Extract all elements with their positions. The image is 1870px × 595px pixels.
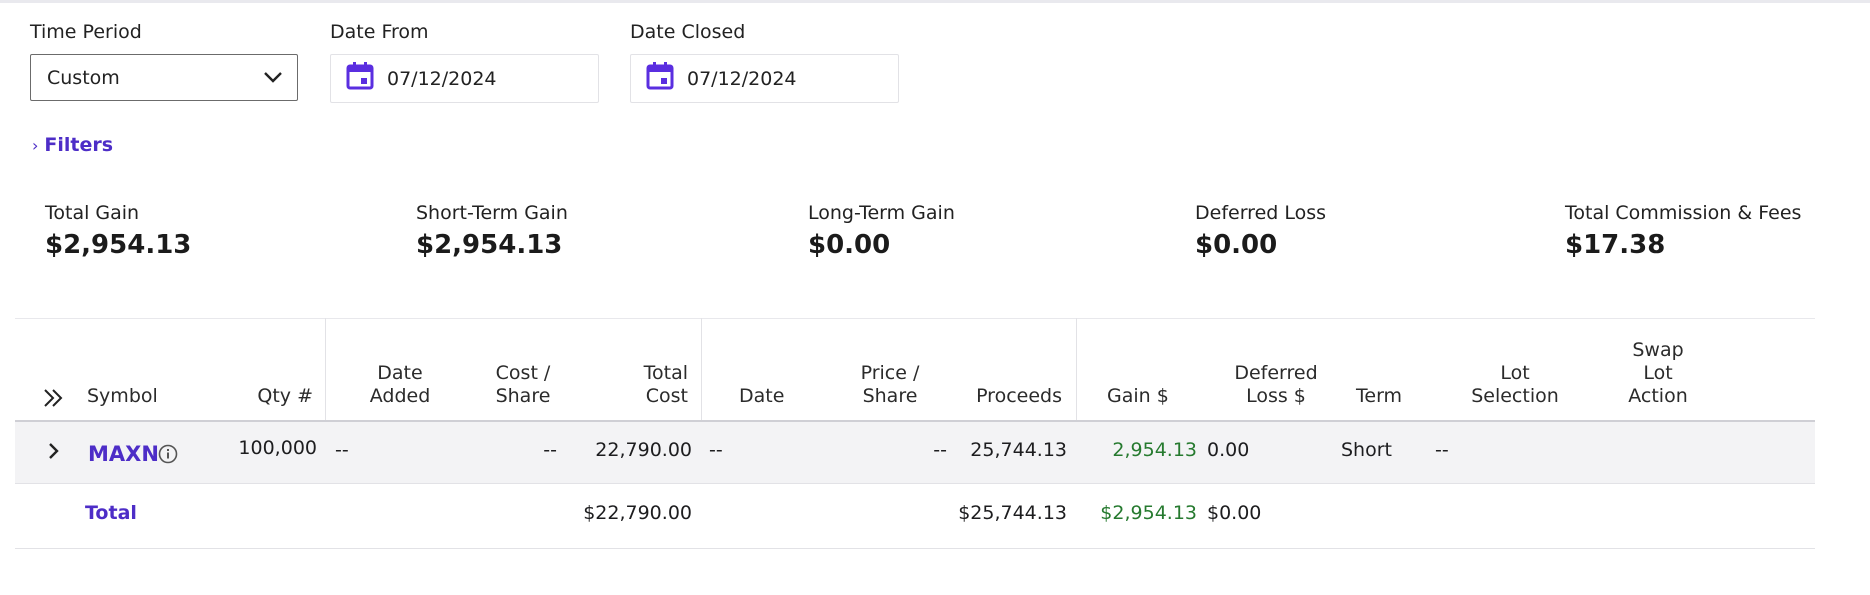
table-top-border <box>15 318 1815 319</box>
proceeds-total: $25,744.13 <box>958 502 1067 524</box>
column-group-divider <box>701 318 702 421</box>
chevron-right-icon: › <box>32 135 39 155</box>
date-closed-value: 07/12/2024 <box>687 67 797 90</box>
date-from-field[interactable]: 07/12/2024 <box>330 54 599 103</box>
chevron-down-icon <box>263 67 283 89</box>
header-line: Action <box>1628 385 1688 407</box>
filters-toggle[interactable]: › Filters <box>32 134 113 156</box>
qty-cell: 100,000 <box>238 437 317 459</box>
summary-value: $2,954.13 <box>416 230 563 260</box>
summary-value: $2,954.13 <box>45 230 192 260</box>
summary-title: Deferred Loss <box>1195 202 1327 224</box>
header-line: Share <box>862 385 918 407</box>
summary-value: $0.00 <box>808 230 891 260</box>
column-group-divider <box>1076 318 1077 421</box>
summary-long-term-gain: Long-Term Gain $0.00 <box>808 202 955 260</box>
header-line: Lot <box>1500 362 1530 384</box>
date-closed-field[interactable]: 07/12/2024 <box>630 54 899 103</box>
summary-title: Short-Term Gain <box>416 202 568 224</box>
time-period-select[interactable]: Custom <box>30 54 298 101</box>
gain-total: $2,954.13 <box>1100 502 1197 524</box>
date-closed-label: Date Closed <box>630 21 746 43</box>
date-from-label: Date From <box>330 21 429 43</box>
info-icon[interactable] <box>157 443 179 469</box>
header-line: Added <box>369 385 431 407</box>
calendar-icon[interactable] <box>345 61 387 96</box>
summary-value: $17.38 <box>1565 230 1666 260</box>
header-symbol[interactable]: Symbol <box>87 385 158 407</box>
table-row[interactable]: MAXN 100,000 -- -- 22,790.00 -- -- 25,74… <box>15 422 1815 484</box>
price-share-cell: -- <box>933 439 947 461</box>
summary-title: Total Gain <box>45 202 140 224</box>
header-line: Cost / <box>495 362 551 384</box>
header-lot-selection[interactable]: Lot Selection <box>1450 362 1580 408</box>
header-bottom-border <box>15 420 1815 422</box>
header-line: Total <box>643 362 688 384</box>
term-cell: Short <box>1341 439 1392 461</box>
header-line: Cost <box>645 385 688 407</box>
header-date[interactable]: Date <box>739 385 785 407</box>
total-label: Total <box>85 502 137 524</box>
header-qty[interactable]: Qty # <box>257 385 313 407</box>
time-period-label: Time Period <box>30 21 142 43</box>
header-line: Date <box>377 362 423 384</box>
header-line: Lot <box>1643 362 1673 384</box>
summary-title: Long-Term Gain <box>808 202 955 224</box>
header-swap-lot-action[interactable]: Swap Lot Action <box>1593 339 1723 408</box>
deferred-loss-total: $0.00 <box>1207 502 1262 524</box>
summary-total-gain: Total Gain $2,954.13 <box>45 202 191 260</box>
date-added-cell: -- <box>335 439 349 461</box>
total-cost-total: $22,790.00 <box>583 502 692 524</box>
header-gain[interactable]: Gain $ <box>1107 385 1169 407</box>
header-term[interactable]: Term <box>1356 385 1403 407</box>
header-total-cost[interactable]: Total Cost <box>575 362 688 408</box>
header-date-added[interactable]: Date Added <box>345 362 455 408</box>
header-price-share[interactable]: Price / Share <box>830 362 950 408</box>
summary-total-commission: Total Commission & Fees $17.38 <box>1565 202 1801 260</box>
header-line: Share <box>495 385 551 407</box>
table-bottom-border <box>15 548 1815 549</box>
expand-row-icon[interactable] <box>47 442 61 464</box>
summary-deferred-loss: Deferred Loss $0.00 <box>1195 202 1326 260</box>
header-line: Price / <box>860 362 920 384</box>
header-deferred-loss[interactable]: Deferred Loss $ <box>1211 362 1341 408</box>
date-from-value: 07/12/2024 <box>387 67 497 90</box>
proceeds-cell: 25,744.13 <box>970 439 1067 461</box>
header-line: Deferred <box>1234 362 1318 384</box>
column-group-divider <box>325 318 326 421</box>
top-divider <box>0 0 1870 3</box>
deferred-loss-cell: 0.00 <box>1207 439 1250 461</box>
summary-short-term-gain: Short-Term Gain $2,954.13 <box>416 202 568 260</box>
header-proceeds[interactable]: Proceeds <box>976 385 1062 407</box>
header-cost-share[interactable]: Cost / Share <box>468 362 578 408</box>
header-line: Swap <box>1632 339 1684 361</box>
calendar-icon[interactable] <box>645 61 687 96</box>
gain-cell: 2,954.13 <box>1112 439 1197 461</box>
expand-all-icon[interactable] <box>42 386 66 414</box>
header-line: Selection <box>1471 385 1559 407</box>
time-period-value: Custom <box>47 66 120 89</box>
summary-value: $0.00 <box>1195 230 1278 260</box>
total-cost-cell: 22,790.00 <box>595 439 692 461</box>
header-line: Loss $ <box>1246 385 1306 407</box>
symbol-link[interactable]: MAXN <box>88 442 159 466</box>
lot-selection-cell: -- <box>1435 439 1449 461</box>
date-cell: -- <box>709 439 723 461</box>
cost-share-cell: -- <box>543 439 557 461</box>
filters-label: Filters <box>44 134 114 156</box>
summary-title: Total Commission & Fees <box>1565 202 1802 224</box>
